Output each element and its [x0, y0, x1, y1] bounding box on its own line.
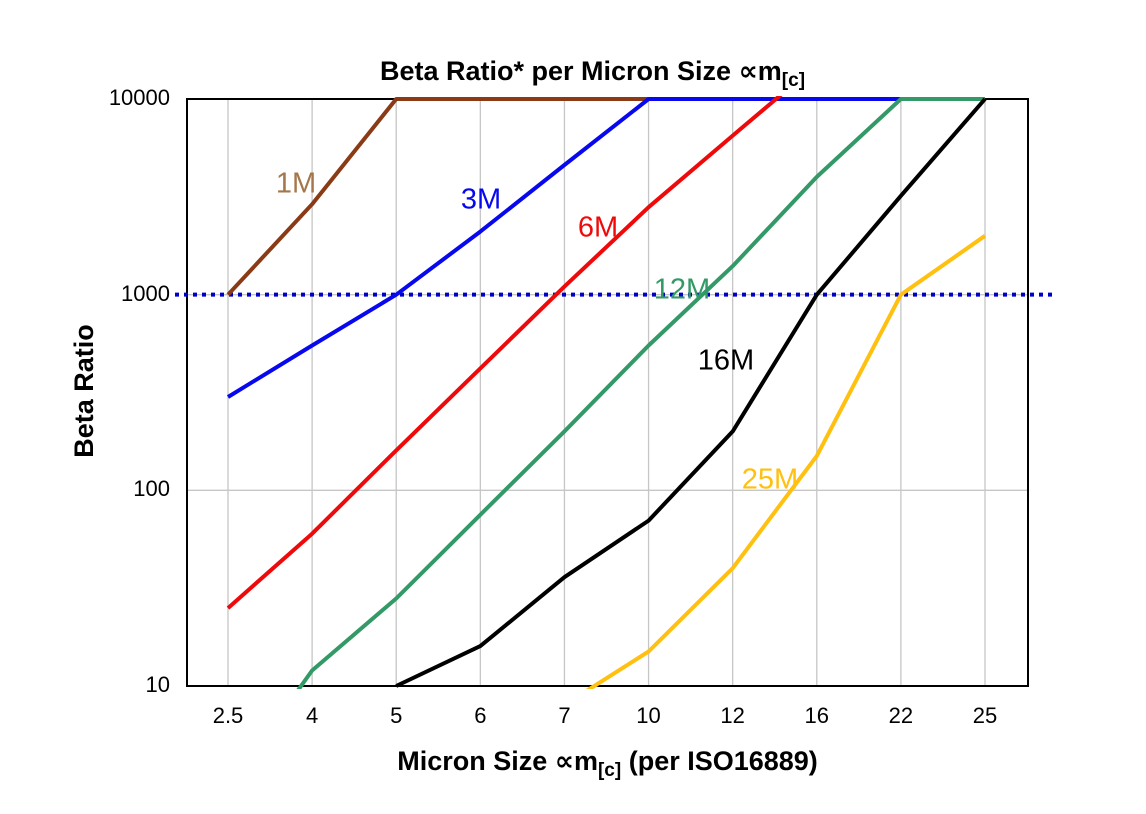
x-tick-label-10: 10 — [636, 703, 661, 728]
series-label-6M: 6M — [577, 211, 619, 244]
chart-title-text: Beta Ratio* per Micron Size — [379, 56, 739, 86]
x-tick-label-4: 4 — [305, 703, 319, 728]
x-axis-title: Micron Size ∝m[c] (per ISO16889) — [187, 746, 1028, 782]
series-line-6M — [226, 96, 783, 610]
y-tick-label-10: 10 — [145, 672, 170, 697]
x-axis-title-suffix: (per ISO16889) — [621, 746, 818, 776]
series-label-16M: 16M — [697, 344, 755, 377]
series-line-3M — [226, 97, 901, 399]
y-tick-label-100: 100 — [133, 476, 170, 502]
x-axis-title-text: Micron Size — [397, 746, 555, 776]
chart-title-mu: ∝m — [738, 56, 782, 86]
series-label-25M: 25M — [741, 463, 799, 496]
x-tick-label-12: 12 — [720, 703, 745, 728]
x-tick-label-22: 22 — [888, 703, 914, 728]
series-group — [226, 96, 987, 689]
series-label-3M: 3M — [460, 183, 502, 216]
chart-title-subscript: [c] — [781, 70, 806, 91]
series-label-1M: 1M — [275, 167, 317, 200]
x-axis-title-mu: ∝m — [554, 746, 598, 776]
x-axis-title-subscript: [c] — [597, 760, 622, 781]
y-tick-label-1000: 1000 — [121, 280, 170, 306]
x-tick-label-6: 6 — [474, 703, 487, 728]
x-tick-label-16: 16 — [804, 703, 829, 728]
y-tick-label-10000: 10000 — [108, 85, 170, 110]
series-line-25M — [585, 234, 987, 689]
x-tick-label-25: 25 — [972, 703, 998, 728]
series-line-12M — [296, 97, 985, 689]
x-tick-label-7: 7 — [558, 703, 571, 728]
series-line-16M — [395, 97, 987, 688]
series-label-12M: 12M — [653, 273, 711, 306]
x-tick-label-2.5: 2.5 — [212, 703, 244, 728]
chart-title: Beta Ratio* per Micron Size ∝m[c] — [170, 56, 1015, 92]
series-line-1M — [226, 97, 649, 297]
x-tick-label-5: 5 — [390, 703, 403, 728]
